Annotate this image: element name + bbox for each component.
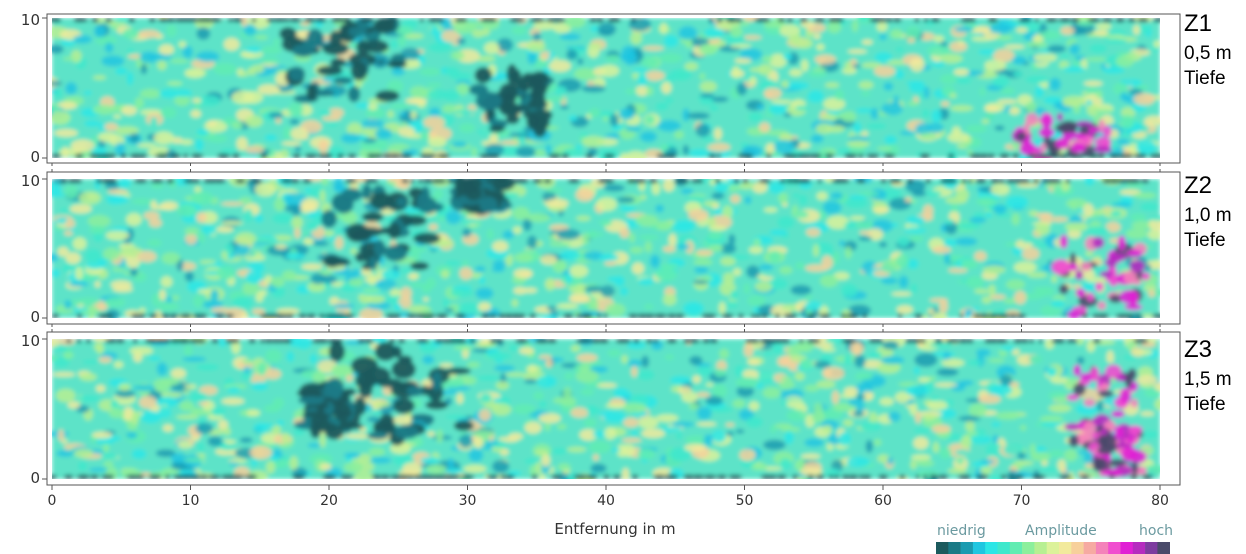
legend-swatch — [1083, 542, 1097, 554]
legend-swatch — [1059, 542, 1072, 554]
y-tick-bottom-z2: 0 — [30, 308, 40, 326]
panel-frame-z1 — [46, 13, 1181, 164]
x-tick-label-50: 50 — [736, 493, 754, 509]
legend-swatch — [1108, 542, 1121, 554]
panel-title-z2: Z2 — [1184, 172, 1212, 199]
y-tick-top-z3: 10 — [21, 332, 40, 350]
texture-z2 — [52, 179, 1160, 318]
y-tick-top-z1: 10 — [21, 11, 40, 29]
legend-swatch — [1046, 542, 1060, 554]
texture-z1 — [52, 18, 1160, 158]
legend-color-bar — [936, 542, 1170, 554]
texture-z3 — [52, 339, 1160, 479]
heatmap-z3 — [52, 339, 1160, 479]
legend-low-label: niedrig — [937, 523, 986, 539]
x-tick-label-30: 30 — [459, 493, 477, 509]
panel-depth-z3: 1,5 m — [1184, 369, 1232, 390]
legend-swatch — [972, 542, 986, 554]
legend-swatch — [1145, 542, 1158, 554]
x-tick-label-80: 80 — [1151, 493, 1169, 509]
legend-swatch — [1034, 542, 1047, 554]
legend-swatch — [948, 542, 961, 554]
y-tick-top-z2: 10 — [21, 172, 40, 190]
panel-frame-z2 — [46, 171, 1181, 325]
legend-swatch — [1009, 542, 1023, 554]
panel-title-z3: Z3 — [1184, 336, 1212, 363]
panel-title-z1: Z1 — [1184, 10, 1212, 37]
legend-swatch — [985, 542, 998, 554]
legend-swatch — [1071, 542, 1084, 554]
legend-swatch — [1132, 542, 1146, 554]
legend-swatch — [936, 542, 949, 554]
x-tick-label-10: 10 — [182, 493, 200, 509]
legend-swatch — [1120, 542, 1134, 554]
panel-depth-label-z1: Tiefe — [1184, 68, 1226, 89]
panel-z3: 10 0 Z3 1,5 m Tiefe — [21, 331, 1232, 487]
x-axis-label: Entfernung in m — [554, 520, 675, 538]
x-tick-label-40: 40 — [597, 493, 615, 509]
legend-swatch — [1157, 542, 1170, 554]
legend-swatch — [997, 542, 1011, 554]
legend-swatch — [1022, 542, 1035, 554]
x-tick-label-20: 20 — [320, 493, 338, 509]
panel-z2: 10 0 Z2 1,0 m Tiefe — [21, 171, 1232, 326]
panel-z1: 10 0 Z1 0,5 m Tiefe — [21, 10, 1232, 166]
legend-title: Amplitude — [1025, 523, 1097, 539]
heatmap-z1 — [52, 18, 1160, 158]
panel-depth-label-z2: Tiefe — [1184, 230, 1226, 251]
amplitude-legend: niedrig Amplitude hoch — [936, 523, 1173, 554]
panel-depth-label-z3: Tiefe — [1184, 394, 1226, 415]
legend-high-label: hoch — [1139, 523, 1173, 539]
panel-depth-z2: 1,0 m — [1184, 205, 1232, 226]
x-tick-label-0: 0 — [48, 493, 57, 509]
panel-depth-z1: 0,5 m — [1184, 43, 1232, 64]
legend-swatch — [1095, 542, 1109, 554]
y-tick-bottom-z3: 0 — [30, 469, 40, 487]
x-tick-label-70: 70 — [1013, 493, 1031, 509]
x-axis: 0 10 20 30 40 50 60 70 80 — [48, 163, 1169, 509]
legend-swatch — [960, 542, 974, 554]
heatmap-z2 — [52, 179, 1160, 318]
y-tick-bottom-z1: 0 — [30, 148, 40, 166]
x-tick-label-60: 60 — [874, 493, 892, 509]
panel-frame-z3 — [46, 331, 1181, 486]
